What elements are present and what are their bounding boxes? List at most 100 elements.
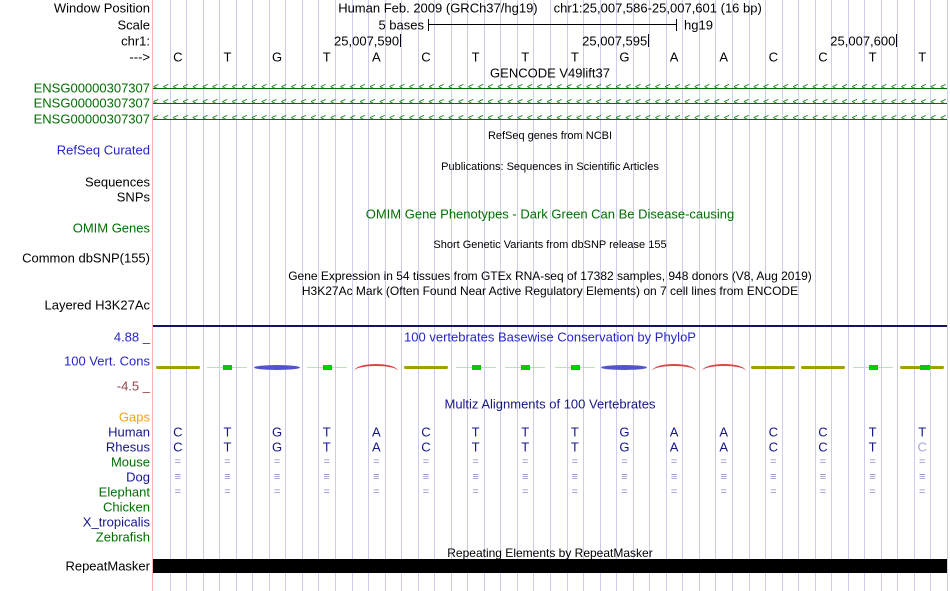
phylop-mark-blue	[254, 364, 301, 370]
multiz-align-gap-glyph: ≡	[770, 471, 777, 483]
multiz-align-base: C	[917, 439, 927, 455]
multiz-align-gap-glyph: =	[621, 486, 628, 498]
repeatmasker-track-label[interactable]: RepeatMasker	[65, 558, 150, 574]
multiz-align-gap-glyph: =	[819, 486, 827, 498]
multiz-align-gap-glyph: =	[422, 456, 430, 468]
multiz-species-label[interactable]: Elephant	[98, 484, 150, 500]
multiz-align-gap-glyph: =	[273, 456, 281, 468]
gridline	[318, 0, 320, 591]
gridline	[483, 0, 485, 591]
multiz-align-gap-glyph: =	[571, 456, 579, 468]
assembly-short-label: hg19	[684, 17, 713, 33]
gridline	[897, 0, 899, 591]
multiz-align-base: T	[223, 439, 232, 455]
multiz-align-gap-glyph: =	[571, 486, 579, 498]
multiz-align-gap-glyph: =	[273, 486, 281, 498]
multiz-species-label[interactable]: Mouse	[110, 454, 150, 470]
multiz-align-gap-glyph: =	[323, 486, 330, 498]
multiz-align-base: C	[173, 439, 183, 455]
multiz-align-base: C	[173, 424, 183, 440]
multiz-species-label[interactable]: X_tropicalis	[82, 514, 150, 530]
multiz-align-base: A	[719, 439, 729, 455]
multiz-species-label[interactable]: Dog	[126, 469, 150, 485]
gridline	[401, 0, 403, 591]
refseq-track-label[interactable]: RefSeq Curated	[56, 142, 150, 158]
multiz-species-label[interactable]: Human	[108, 424, 150, 440]
gridline	[665, 0, 667, 591]
gencode-gene-label[interactable]: ENSG00000307307	[33, 111, 150, 127]
gridline	[434, 0, 436, 591]
multiz-align-gap-glyph: =	[521, 486, 529, 498]
gridline	[682, 0, 684, 591]
multiz-align-base: T	[570, 424, 579, 440]
phylop-min-label: -4.5 _	[116, 378, 150, 394]
multiz-align-base: T	[471, 424, 480, 440]
h3k27ac-track-label[interactable]: Layered H3K27Ac	[44, 297, 150, 313]
multiz-align-gap-glyph: =	[224, 456, 231, 468]
snps-track-label[interactable]: SNPs	[116, 189, 150, 205]
gencode-gene-line[interactable]	[153, 118, 947, 120]
multiz-align-base: T	[570, 439, 579, 455]
multiz-align-base: T	[868, 424, 877, 440]
repeatmasker-track-bar[interactable]	[153, 559, 947, 573]
gridline	[698, 0, 700, 591]
multiz-align-base: G	[272, 439, 283, 455]
multiz-align-base: C	[421, 439, 431, 455]
assembly-name: Human Feb. 2009 (GRCh37/hg19)	[338, 0, 538, 16]
multiz-align-gap-glyph: =	[670, 456, 678, 468]
gencode-gene-label[interactable]: ENSG00000307307	[33, 95, 150, 111]
multiz-align-gap-glyph: =	[174, 486, 182, 498]
phylop-mark-red	[354, 364, 399, 371]
position-tick-label: 25,007,595	[582, 33, 648, 49]
phylop-mark-green-block	[521, 365, 531, 370]
phylop-mark-green-block	[868, 365, 878, 370]
phylop-track-label[interactable]: 100 Vert. Cons	[64, 353, 150, 369]
gridline	[285, 0, 287, 591]
multiz-align-gap-glyph: =	[224, 486, 231, 498]
gridline	[649, 0, 651, 591]
multiz-align-base: T	[471, 439, 480, 455]
phylop-track-title: 100 vertebrates Basewise Conservation by…	[404, 329, 696, 345]
multiz-species-label[interactable]: Chicken	[103, 499, 150, 515]
gridline	[864, 0, 866, 591]
multiz-align-gap-glyph: =	[720, 486, 727, 498]
multiz-align-gap-glyph: =	[373, 456, 380, 468]
omim-track-label[interactable]: OMIM Genes	[72, 220, 150, 236]
multiz-align-gap-glyph: ≡	[472, 471, 479, 483]
gridline	[533, 0, 535, 591]
sequence-base: C	[173, 49, 183, 65]
multiz-align-gap-glyph: ≡	[323, 471, 330, 483]
multiz-align-gap-glyph: =	[770, 486, 777, 498]
dbsnp-track-label[interactable]: Common dbSNP(155)	[22, 250, 150, 266]
gencode-gene-line[interactable]	[153, 87, 947, 89]
phylop-mark-olive	[800, 365, 845, 369]
multiz-align-gap-glyph: =	[720, 456, 727, 468]
gridline	[516, 0, 518, 591]
sequences-track-label[interactable]: Sequences	[84, 174, 150, 190]
multiz-align-gap-glyph: ≡	[174, 471, 182, 483]
gencode-gene-label[interactable]: ENSG00000307307	[33, 80, 150, 96]
gridline	[947, 0, 948, 591]
header-title: Human Feb. 2009 (GRCh37/hg19) chr1:25,007…	[153, 1, 947, 16]
gridline	[235, 0, 237, 591]
gridline	[450, 0, 452, 591]
multiz-align-base: C	[768, 424, 778, 440]
phylop-mark-green-block	[322, 365, 332, 370]
multiz-align-gap-glyph: ≡	[819, 471, 827, 483]
multiz-gaps-label[interactable]: Gaps	[118, 409, 150, 425]
gencode-gene-line[interactable]	[153, 102, 947, 104]
scale-row-label: Scale	[117, 17, 150, 33]
repeatmasker-track-title: Repeating Elements by RepeatMasker	[447, 546, 653, 560]
multiz-species-label[interactable]: Zebrafish	[95, 529, 150, 545]
multiz-align-base: T	[223, 424, 232, 440]
multiz-align-gap-glyph: =	[422, 486, 430, 498]
multiz-align-gap-glyph: =	[621, 456, 628, 468]
multiz-align-gap-glyph: ≡	[422, 471, 430, 483]
phylop-mark-olive	[751, 365, 796, 369]
phylop-mark-olive	[155, 365, 200, 369]
multiz-species-label[interactable]: Rhesus	[105, 439, 150, 455]
phylop-max-label: 4.88 _	[113, 329, 150, 345]
multiz-align-gap-glyph: ≡	[273, 471, 281, 483]
sequence-base: T	[918, 49, 927, 65]
